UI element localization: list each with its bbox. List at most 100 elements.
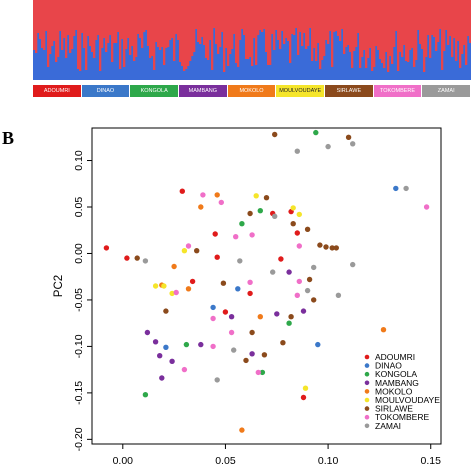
admixture-column: [253, 0, 256, 38]
admixture-column: [449, 0, 452, 36]
data-point: [257, 314, 263, 320]
admixture-column: [401, 0, 404, 57]
admixture-column: [467, 0, 470, 36]
admixture-column: [341, 0, 344, 29]
admixture-column: [65, 0, 68, 58]
admixture-column: [353, 0, 356, 51]
admixture-column: [321, 0, 324, 60]
admixture-column: [243, 0, 246, 35]
legend-label: DINAO: [375, 361, 402, 371]
admixture-column: [119, 0, 122, 69]
y-tick-label: -0.15: [73, 381, 85, 405]
admixture-column: [371, 0, 374, 71]
data-point: [124, 255, 130, 261]
admixture-column: [385, 0, 388, 52]
admixture-column: [79, 0, 82, 71]
admixture-column: [51, 0, 54, 46]
admixture-column: [135, 0, 138, 57]
y-tick-label: 0.10: [73, 150, 85, 171]
legend-marker: [364, 423, 370, 429]
admixture-column: [153, 0, 156, 70]
admixture-column: [329, 0, 332, 31]
data-point: [300, 394, 307, 401]
data-point: [198, 204, 204, 210]
admixture-column: [261, 0, 264, 32]
admixture-column: [289, 0, 292, 63]
data-point: [350, 141, 356, 147]
data-point: [249, 232, 255, 238]
admixture-column: [389, 0, 392, 56]
population-cell-moulvoudaye: MOULVOUDAYE: [276, 85, 326, 97]
admixture-column: [457, 0, 460, 41]
data-point: [270, 269, 276, 275]
data-point: [329, 245, 335, 251]
admixture-column: [95, 0, 98, 40]
legend-label: SIRLAWE: [375, 404, 413, 414]
data-point: [257, 208, 263, 214]
data-point: [304, 287, 311, 294]
data-point: [142, 258, 149, 264]
admixture-column: [191, 0, 194, 56]
admixture-column: [461, 0, 464, 54]
data-point: [214, 254, 220, 260]
admixture-column: [417, 0, 420, 30]
admixture-column: [363, 0, 366, 50]
data-point: [278, 256, 284, 262]
admixture-column: [397, 0, 400, 71]
legend-label: TOKOMBERE: [375, 412, 429, 422]
data-point: [290, 205, 296, 211]
admixture-column: [133, 0, 136, 61]
admixture-column: [121, 0, 124, 39]
data-point: [159, 375, 165, 381]
admixture-column: [379, 0, 382, 59]
admixture-column: [115, 0, 118, 43]
admixture-column: [433, 0, 436, 37]
admixture-column: [91, 0, 94, 52]
data-point: [134, 255, 140, 261]
population-cell-zamai: ZAMAI: [422, 85, 472, 97]
admixture-column: [319, 0, 322, 69]
admixture-column: [307, 0, 310, 46]
data-point: [228, 329, 235, 336]
data-point: [296, 243, 302, 249]
admixture-column: [295, 0, 298, 28]
admixture-column: [47, 0, 50, 67]
admixture-column: [439, 0, 442, 29]
admixture-column: [361, 0, 364, 57]
admixture-column: [257, 0, 260, 35]
data-point: [231, 347, 237, 353]
admixture-column: [61, 0, 64, 50]
admixture-column: [59, 0, 62, 31]
admixture-column: [55, 0, 58, 62]
admixture-column: [107, 0, 110, 43]
data-point: [253, 193, 259, 199]
x-tick-label: 0.15: [421, 455, 442, 467]
data-point: [311, 297, 317, 303]
legend-label: ZAMAI: [375, 421, 401, 431]
data-point: [290, 221, 296, 227]
legend-label: KONGOLA: [375, 369, 417, 379]
data-point: [294, 292, 300, 298]
legend-marker: [364, 354, 370, 360]
admixture-column: [171, 0, 174, 38]
admixture-column: [151, 0, 154, 56]
admixture-column: [381, 0, 384, 63]
admixture-column: [337, 0, 340, 36]
data-point: [286, 320, 292, 326]
admixture-column: [375, 0, 378, 46]
x-tick-label: 0.10: [318, 455, 339, 467]
admixture-column: [83, 0, 86, 48]
legend-label: MAMBANG: [375, 378, 419, 388]
data-point: [181, 366, 188, 373]
admixture-column: [247, 0, 250, 59]
admixture-column: [435, 0, 438, 51]
data-point: [200, 192, 206, 198]
data-point: [237, 258, 243, 264]
admixture-column: [347, 0, 350, 45]
admixture-column: [149, 0, 152, 58]
data-point: [335, 292, 342, 298]
legend-label: MOULVOUDAYE: [375, 395, 440, 405]
admixture-column: [231, 0, 234, 49]
admixture-column: [43, 0, 46, 50]
admixture-column: [299, 0, 302, 32]
